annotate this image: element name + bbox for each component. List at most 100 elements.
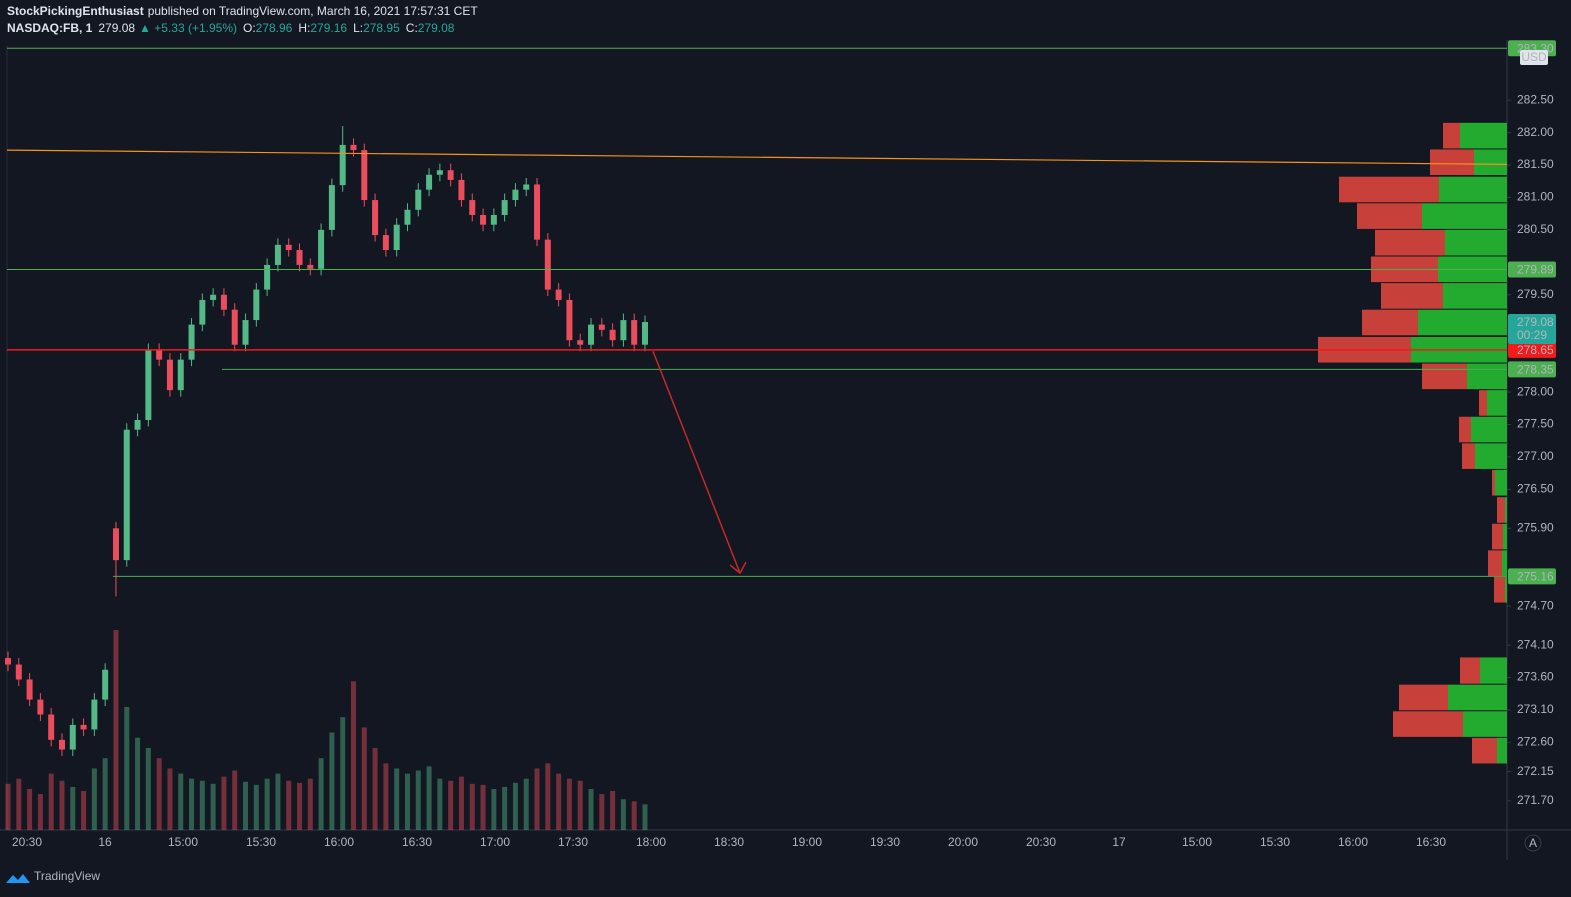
candle-body bbox=[544, 239, 551, 290]
logo: TradingView bbox=[6, 869, 100, 883]
x-tick-label: 18:30 bbox=[714, 835, 744, 849]
x-tick-label: 15:00 bbox=[168, 835, 198, 849]
volume-bar bbox=[631, 801, 637, 830]
author: StockPickingEnthusiast bbox=[7, 4, 144, 18]
volume-bar bbox=[264, 778, 270, 830]
x-tick-label: 15:00 bbox=[1182, 835, 1212, 849]
volume-bar bbox=[307, 778, 313, 830]
level-price-box bbox=[1508, 261, 1556, 278]
candle-body bbox=[296, 250, 303, 265]
x-tick-label: 19:00 bbox=[792, 835, 822, 849]
profile-sell bbox=[1375, 229, 1445, 256]
auto-scale-button[interactable] bbox=[1524, 834, 1542, 852]
x-tick-label: 16:30 bbox=[1416, 835, 1446, 849]
level-price-box bbox=[1508, 341, 1556, 358]
volume-bar bbox=[210, 783, 216, 830]
candle-body bbox=[588, 324, 595, 345]
candle-body bbox=[404, 209, 411, 225]
candle-body bbox=[577, 340, 584, 345]
volume-bar bbox=[394, 768, 400, 830]
candle-body bbox=[469, 200, 476, 215]
ohlc-label: H: bbox=[298, 21, 310, 35]
ohlc-value: 278.95 bbox=[363, 21, 400, 35]
profile-sell bbox=[1492, 469, 1495, 496]
profile-buy bbox=[1495, 469, 1507, 496]
volume-bar bbox=[102, 758, 108, 830]
y-tick-label: 282.50 bbox=[1517, 92, 1554, 106]
volume-bar bbox=[372, 747, 378, 830]
candle-body bbox=[620, 320, 627, 341]
x-tick-label: 16:30 bbox=[402, 835, 432, 849]
profile-buy bbox=[1443, 283, 1507, 309]
profile-sell bbox=[1479, 390, 1487, 416]
candle-body bbox=[480, 214, 487, 225]
volume-bar bbox=[329, 732, 335, 830]
candle-body bbox=[5, 658, 11, 665]
volume-bar bbox=[124, 706, 130, 830]
volume-bar bbox=[221, 776, 227, 830]
volume-bar bbox=[16, 778, 22, 830]
y-tick-label: 273.60 bbox=[1517, 670, 1554, 684]
candle-body bbox=[26, 679, 33, 700]
volume-bar bbox=[340, 717, 346, 830]
x-tick-label: 19:30 bbox=[870, 835, 900, 849]
x-tick-label: 15:30 bbox=[246, 835, 276, 849]
volume-bar bbox=[91, 768, 97, 830]
candle-body bbox=[123, 429, 130, 561]
x-tick-label: 16 bbox=[98, 835, 112, 849]
profile-buy bbox=[1475, 443, 1507, 469]
candle-body bbox=[134, 419, 141, 430]
x-tick-label: 15:30 bbox=[1260, 835, 1290, 849]
volume-bar bbox=[426, 766, 432, 830]
volume-bar bbox=[5, 783, 11, 830]
candle-body bbox=[188, 324, 195, 360]
y-tick-label: 272.60 bbox=[1517, 735, 1554, 749]
ohlc-value: 279.16 bbox=[310, 21, 347, 35]
y-tick-label: 281.00 bbox=[1517, 190, 1554, 204]
profile-buy bbox=[1480, 657, 1507, 684]
volume-bar bbox=[448, 780, 454, 830]
candle-body bbox=[80, 724, 87, 730]
candle-body bbox=[426, 174, 433, 190]
volume-bar bbox=[361, 727, 367, 830]
candle-body bbox=[318, 229, 325, 269]
y-tick-label: 275.90 bbox=[1517, 520, 1554, 534]
candle-body bbox=[447, 170, 454, 180]
profile-sell bbox=[1459, 416, 1471, 443]
y-tick-label: 282.00 bbox=[1517, 125, 1554, 139]
volume-bar bbox=[469, 783, 475, 830]
level-price-label: 278.65 bbox=[1517, 343, 1554, 357]
profile-buy bbox=[1474, 149, 1507, 176]
candle-body bbox=[220, 294, 227, 310]
auto-scale-label[interactable]: A bbox=[1529, 836, 1537, 850]
y-tick-label: 274.70 bbox=[1517, 598, 1554, 612]
profile-sell bbox=[1362, 309, 1418, 336]
x-tick-label: 17 bbox=[1112, 835, 1126, 849]
x-tick-label: 20:30 bbox=[12, 835, 42, 849]
volume-bar bbox=[480, 784, 486, 830]
y-tick-label: 277.50 bbox=[1517, 417, 1554, 431]
y-tick-label: 278.00 bbox=[1517, 384, 1554, 398]
level-price-label: 279.89 bbox=[1517, 263, 1554, 277]
profile-sell bbox=[1430, 149, 1474, 176]
candle-body bbox=[328, 185, 335, 230]
y-tick-label: 277.00 bbox=[1517, 449, 1554, 463]
volume-bar bbox=[232, 770, 238, 830]
candle-body bbox=[501, 200, 508, 215]
volume-bar bbox=[37, 794, 43, 830]
candle-body bbox=[112, 528, 119, 561]
candle-body bbox=[382, 235, 389, 251]
volume-bar bbox=[81, 791, 87, 830]
volume-bar bbox=[145, 747, 151, 830]
profile-sell bbox=[1488, 550, 1502, 576]
profile-sell bbox=[1357, 203, 1422, 229]
volume-bar bbox=[253, 784, 259, 830]
volume-bar bbox=[491, 788, 497, 830]
candle-body bbox=[631, 320, 638, 345]
candle-body bbox=[361, 150, 368, 201]
volume-bar bbox=[70, 786, 76, 830]
trend-line bbox=[6, 149, 1508, 165]
candle-body bbox=[598, 324, 605, 330]
candle-body bbox=[274, 244, 281, 265]
